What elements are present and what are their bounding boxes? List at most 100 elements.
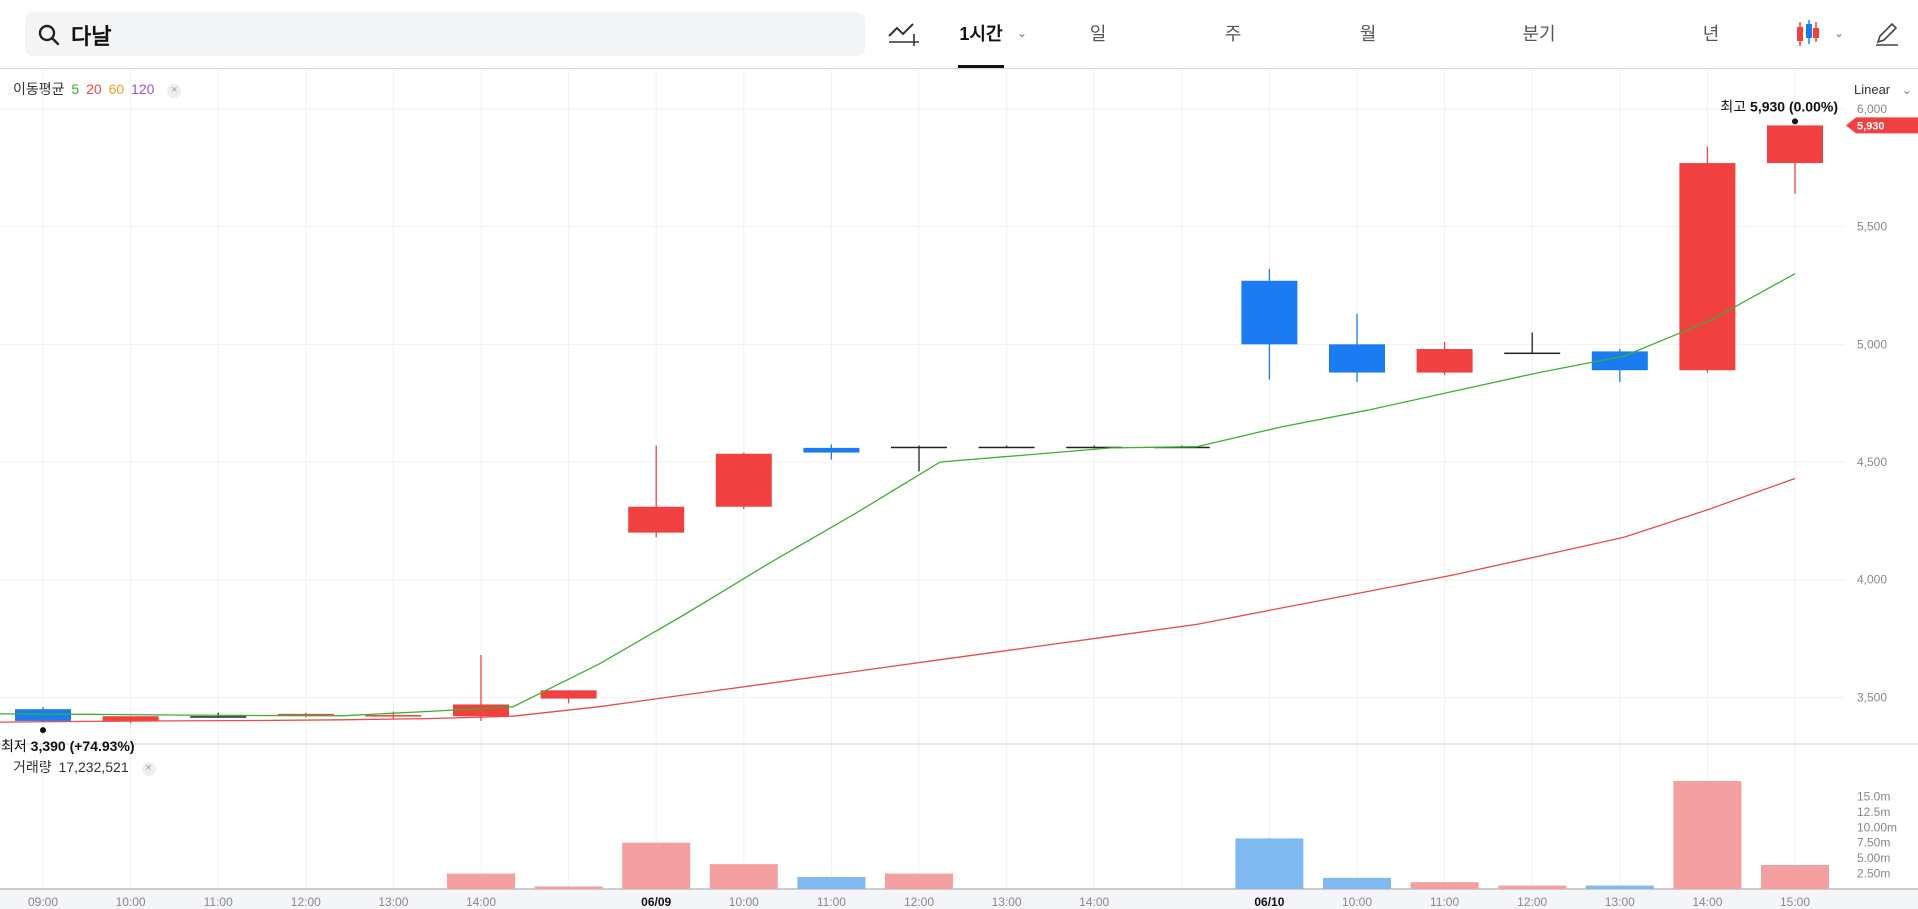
- low-marker: [40, 727, 46, 734]
- price-axis: 3,500 4,000 4,500 5,000 5,500 6,000 5,930: [1846, 102, 1918, 704]
- candle-body: [540, 690, 597, 699]
- time-axis: 09:00 10:00 11:00 12:00 13:00 14:00 06/09 10:00…: [28, 895, 1810, 909]
- tab-1hour-label: 1시간: [959, 24, 1003, 44]
- price-tick-label: 5,500: [1857, 220, 1887, 234]
- top-toolbar: 1시간 ⌄ 일 주 월 분기 년 ⌄: [0, 0, 1918, 69]
- search-input[interactable]: [69, 18, 833, 52]
- candle-body: [1591, 351, 1648, 371]
- chevron-down-icon[interactable]: ⌄: [1017, 26, 1028, 40]
- annotations: 최고 5,930 (0.00%) 최저 3,390 (+74.93%): [1, 98, 1838, 754]
- time-tick-label: 14:00: [466, 895, 496, 909]
- time-axis-band: [0, 890, 1918, 909]
- time-tick-label: 12:00: [1517, 895, 1547, 909]
- ma120-legend: 120: [131, 81, 155, 97]
- volume-bars: [447, 781, 1829, 889]
- time-tick-label: 15:00: [1780, 895, 1810, 909]
- volume-bar: [534, 886, 603, 889]
- volume-tick-label: 15.0m: [1857, 789, 1890, 803]
- current-price-label: 5,930: [1857, 120, 1885, 132]
- ma5-line: [0, 273, 1796, 717]
- volume-bar: [1410, 882, 1479, 889]
- volume-bar: [797, 877, 866, 889]
- chart-grid: [0, 70, 1918, 909]
- volume-bar: [1673, 781, 1742, 889]
- candle-body: [1241, 280, 1298, 345]
- candle-body: [1329, 344, 1385, 373]
- scale-mode-button[interactable]: Linear ⌄: [1854, 82, 1912, 97]
- ma20-legend: 20: [86, 81, 102, 97]
- time-tick-label: 11:00: [817, 895, 846, 909]
- tab-quarter-label: 분기: [1522, 24, 1556, 44]
- tab-1hour[interactable]: 1시간: [958, 0, 1004, 68]
- chart-type-chevron-icon[interactable]: ⌄: [1834, 26, 1845, 40]
- indicator-add-icon[interactable]: [886, 16, 922, 52]
- time-tick-label: 10:00: [1342, 895, 1372, 909]
- moving-averages: [0, 273, 1796, 723]
- volume-close-icon[interactable]: ×: [141, 762, 156, 776]
- pencil-icon[interactable]: [1868, 16, 1904, 52]
- volume-legend: 거래량 17,232,521 ×: [13, 757, 159, 777]
- price-tick-label: 4,000: [1857, 573, 1887, 587]
- low-annotation: 최저 3,390 (+74.93%): [1, 738, 135, 754]
- candle-body: [1679, 163, 1736, 371]
- volume-bar: [1498, 885, 1567, 889]
- time-tick-label: 11:00: [204, 895, 233, 909]
- price-tick-label: 5,000: [1857, 337, 1887, 351]
- time-tick-label: 06/10: [1254, 895, 1284, 909]
- candle-body: [715, 453, 772, 507]
- tab-month[interactable]: 월: [1350, 0, 1386, 68]
- time-tick-label: 11:00: [1430, 895, 1459, 909]
- candle-body: [102, 716, 159, 721]
- tab-week[interactable]: 주: [1215, 0, 1251, 68]
- ma-legend-label: 이동평균: [13, 81, 65, 97]
- volume-bar: [1323, 877, 1391, 889]
- close-icon[interactable]: ×: [167, 84, 182, 98]
- candle-body: [891, 446, 947, 449]
- scale-chevron-icon: ⌄: [1901, 83, 1912, 97]
- candle-body: [365, 715, 422, 717]
- volume-tick-label: 7.50m: [1857, 836, 1890, 850]
- price-tick-label: 4,500: [1857, 455, 1887, 469]
- volume-tick-label: 2.50m: [1857, 867, 1890, 881]
- time-tick-label: 14:00: [1079, 895, 1109, 909]
- volume-bar: [1761, 865, 1829, 889]
- candle-body: [1767, 125, 1823, 164]
- volume-bar: [885, 873, 953, 889]
- volume-tick-label: 10.00m: [1857, 820, 1897, 834]
- price-tick-label: 3,500: [1857, 690, 1887, 704]
- tab-year-label: 년: [1702, 24, 1720, 44]
- volume-bar: [1235, 838, 1304, 889]
- volume-tick-label: 12.5m: [1857, 805, 1890, 819]
- search-icon: [38, 24, 60, 46]
- time-tick-label: 12:00: [291, 895, 321, 909]
- tab-quarter[interactable]: 분기: [1516, 0, 1562, 68]
- time-tick-label: 09:00: [28, 895, 58, 909]
- time-tick-label: 10:00: [729, 895, 759, 909]
- candle-type-icon[interactable]: [1792, 16, 1828, 52]
- candle-body: [628, 506, 685, 533]
- volume-legend-value: 17,232,521: [58, 759, 129, 775]
- tab-day[interactable]: 일: [1080, 0, 1116, 68]
- time-tick-label: 13:00: [378, 895, 408, 909]
- candle-body: [803, 447, 860, 453]
- current-price-tag: [1846, 117, 1918, 134]
- volume-legend-label: 거래량: [13, 759, 52, 775]
- tab-day-label: 일: [1089, 24, 1107, 44]
- candle-body: [1153, 446, 1210, 449]
- time-tick-label: 10:00: [116, 895, 146, 909]
- volume-bar: [622, 842, 691, 889]
- ma20-line: [0, 477, 1796, 723]
- time-tick-label: 13:00: [992, 895, 1022, 909]
- candle-body: [15, 709, 71, 721]
- candle-body: [190, 716, 247, 718]
- volume-bar: [709, 864, 778, 889]
- volume-bar: [447, 873, 515, 889]
- tab-year[interactable]: 년: [1693, 0, 1729, 68]
- high-marker: [1792, 118, 1798, 125]
- ma-legend: 이동평균 5 20 60 120 ×: [13, 79, 184, 99]
- ma60-legend: 60: [108, 81, 125, 97]
- time-tick-label: 13:00: [1605, 895, 1635, 909]
- search-box[interactable]: [25, 12, 865, 56]
- candle-body: [453, 704, 509, 717]
